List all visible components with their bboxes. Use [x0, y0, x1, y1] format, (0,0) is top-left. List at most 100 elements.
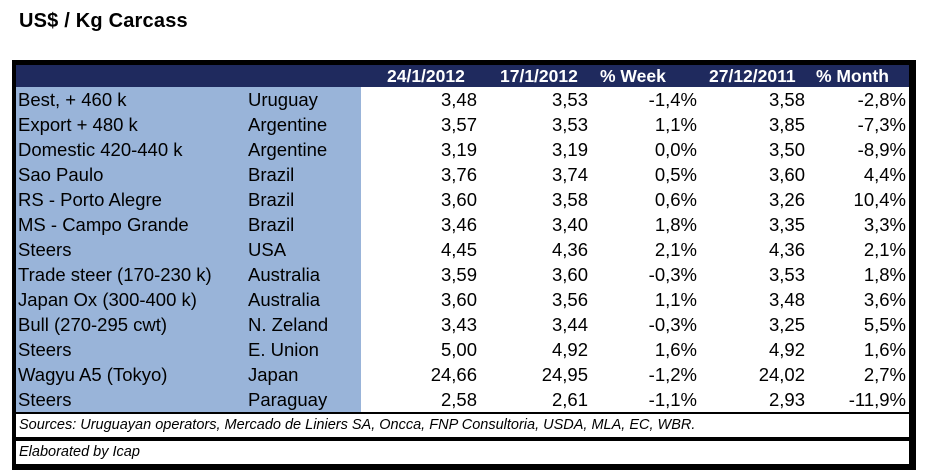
row-pct-month: 3,3%: [863, 214, 906, 235]
table-row: Best, + 460 k Uruguay 3,48 3,53 -1,4% 3,58 -2,…: [16, 87, 909, 112]
header-date-current: 24/1/2012: [387, 66, 465, 86]
header-date-prev-month: 27/12/2011: [709, 66, 796, 86]
header-date-prev-week: 17/1/2012: [500, 66, 578, 86]
row-value-current: 2,58: [440, 389, 477, 410]
row-pct-week: 0,6%: [654, 189, 697, 210]
row-value-current: 3,46: [440, 214, 477, 235]
row-value-prev-month: 3,53: [768, 264, 805, 285]
row-pct-month: -7,3%: [857, 114, 906, 135]
row-value-prev-month: 3,25: [768, 314, 805, 335]
table-row: Japan Ox (300-400 k) Australia 3,60 3,56 1,1…: [16, 287, 909, 312]
elaborated-note: Elaborated by Icap: [16, 441, 909, 464]
row-value-prev-week: 3,19: [551, 139, 588, 160]
row-pct-week: 2,1%: [654, 239, 697, 260]
table-body: Best, + 460 k Uruguay 3,48 3,53 -1,4% 3,58 -2,…: [16, 87, 909, 412]
row-name: Wagyu A5 (Tokyo): [18, 364, 168, 385]
table-row: Steers Paraguay 2,58 2,61 -1,1% 2,93 -11,9%: [16, 387, 909, 412]
row-value-prev-month: 4,92: [768, 339, 805, 360]
row-name: RS - Porto Alegre: [18, 189, 162, 210]
row-name: Steers: [18, 389, 72, 410]
row-name: Trade steer (170-230 k): [18, 264, 212, 285]
row-value-current: 3,57: [440, 114, 477, 135]
row-value-prev-week: 3,74: [551, 164, 588, 185]
header-pct-week: % Week: [600, 66, 666, 86]
row-value-current: 3,60: [440, 189, 477, 210]
table-row: Domestic 420-440 k Argentine 3,19 3,19 0,0% 3…: [16, 137, 909, 162]
row-value-prev-month: 3,35: [768, 214, 805, 235]
row-pct-month: 2,1%: [863, 239, 906, 260]
row-value-prev-week: 3,56: [551, 289, 588, 310]
row-country: Australia: [248, 289, 320, 310]
table-row: Sao Paulo Brazil 3,76 3,74 0,5% 3,60 4,4%: [16, 162, 909, 187]
row-label-column: [16, 87, 361, 412]
row-pct-month: 4,4%: [863, 164, 906, 185]
row-value-current: 3,60: [440, 289, 477, 310]
row-value-prev-month: 3,50: [768, 139, 805, 160]
row-value-current: 3,43: [440, 314, 477, 335]
row-name: Domestic 420-440 k: [18, 139, 183, 160]
row-country: N. Zeland: [248, 314, 329, 335]
table-row: RS - Porto Alegre Brazil 3,60 3,58 0,6% 3,26 1…: [16, 187, 909, 212]
row-value-current: 4,45: [440, 239, 477, 260]
table-row: Wagyu A5 (Tokyo) Japan 24,66 24,95 -1,2% 24,0…: [16, 362, 909, 387]
row-value-prev-week: 4,36: [551, 239, 588, 260]
row-value-prev-week: 3,53: [551, 114, 588, 135]
row-value-current: 24,66: [430, 364, 477, 385]
row-value-prev-week: 2,61: [551, 389, 588, 410]
row-pct-month: -2,8%: [857, 89, 906, 110]
row-country: Japan: [248, 364, 299, 385]
row-pct-week: -1,4%: [648, 89, 697, 110]
table-row: Export + 480 k Argentine 3,57 3,53 1,1% 3,85 -…: [16, 112, 909, 137]
row-pct-month: 1,8%: [863, 264, 906, 285]
row-name: Sao Paulo: [18, 164, 104, 185]
row-name: Bull (270-295 cwt): [18, 314, 168, 335]
row-value-current: 3,59: [440, 264, 477, 285]
row-country: Paraguay: [248, 389, 328, 410]
row-pct-week: -0,3%: [648, 314, 697, 335]
row-name: Export + 480 k: [18, 114, 138, 135]
row-country: Australia: [248, 264, 320, 285]
row-value-prev-week: 24,95: [541, 364, 588, 385]
row-value-prev-week: 3,58: [551, 189, 588, 210]
row-value-current: 5,00: [440, 339, 477, 360]
row-pct-month: 2,7%: [863, 364, 906, 385]
price-table: 24/1/2012 17/1/2012 % Week 27/12/2011 % …: [12, 60, 916, 470]
row-country: Brazil: [248, 189, 295, 210]
row-pct-month: -11,9%: [848, 389, 906, 410]
row-value-prev-month: 3,85: [768, 114, 805, 135]
row-pct-month: -8,9%: [857, 139, 906, 160]
row-name: Steers: [18, 339, 72, 360]
table-row: Steers E. Union 5,00 4,92 1,6% 4,92 1,6%: [16, 337, 909, 362]
table-row: Trade steer (170-230 k) Australia 3,59 3,60…: [16, 262, 909, 287]
row-country: Brazil: [248, 214, 295, 235]
row-country: E. Union: [248, 339, 319, 360]
row-pct-month: 1,6%: [863, 339, 906, 360]
row-pct-week: -0,3%: [648, 264, 697, 285]
row-pct-month: 10,4%: [853, 189, 906, 210]
row-pct-week: 0,0%: [654, 139, 697, 160]
row-value-current: 3,48: [440, 89, 477, 110]
row-value-prev-month: 3,60: [768, 164, 805, 185]
sources-note: Sources: Uruguayan operators, Mercado de…: [16, 414, 909, 437]
row-value-prev-month: 3,26: [768, 189, 805, 210]
table-row: Steers USA 4,45 4,36 2,1% 4,36 2,1%: [16, 237, 909, 262]
row-country: USA: [248, 239, 287, 260]
row-value-current: 3,76: [440, 164, 477, 185]
page-title: US$ / Kg Carcass: [19, 10, 188, 32]
row-country: Argentine: [248, 114, 328, 135]
row-country: Brazil: [248, 164, 295, 185]
table-header: 24/1/2012 17/1/2012 % Week 27/12/2011 % …: [16, 65, 909, 87]
row-country: Uruguay: [248, 89, 318, 110]
row-value-prev-month: 4,36: [768, 239, 805, 260]
row-value-prev-week: 3,44: [551, 314, 588, 335]
row-pct-month: 3,6%: [863, 289, 906, 310]
row-value-prev-month: 2,93: [768, 389, 805, 410]
row-name: Steers: [18, 239, 72, 260]
row-pct-week: -1,2%: [648, 364, 697, 385]
row-name: MS - Campo Grande: [18, 214, 189, 235]
row-pct-week: 1,8%: [654, 214, 697, 235]
table-row: MS - Campo Grande Brazil 3,46 3,40 1,8% 3,35 3…: [16, 212, 909, 237]
row-name: Japan Ox (300-400 k): [18, 289, 197, 310]
row-value-prev-month: 24,02: [758, 364, 805, 385]
row-value-prev-week: 3,53: [551, 89, 588, 110]
